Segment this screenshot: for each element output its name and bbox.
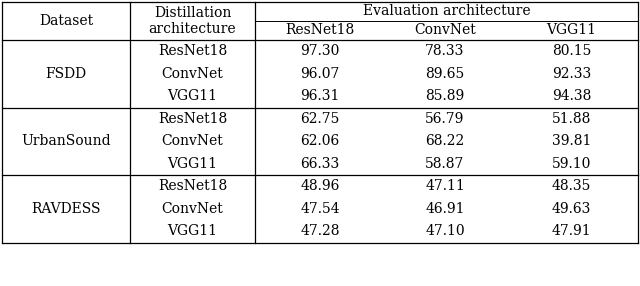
Text: VGG11: VGG11 (168, 224, 218, 238)
Text: 39.81: 39.81 (552, 134, 591, 148)
Text: ConvNet: ConvNet (162, 202, 223, 216)
Text: 96.07: 96.07 (300, 67, 340, 81)
Text: RAVDESS: RAVDESS (31, 202, 100, 216)
Text: 96.31: 96.31 (300, 89, 340, 103)
Text: 78.33: 78.33 (426, 44, 465, 58)
Text: 89.65: 89.65 (426, 67, 465, 81)
Text: 56.79: 56.79 (426, 112, 465, 126)
Text: 59.10: 59.10 (552, 157, 591, 171)
Text: ConvNet: ConvNet (162, 134, 223, 148)
Text: VGG11: VGG11 (547, 23, 596, 37)
Text: 80.15: 80.15 (552, 44, 591, 58)
Text: 46.91: 46.91 (425, 202, 465, 216)
Text: 58.87: 58.87 (426, 157, 465, 171)
Text: FSDD: FSDD (45, 67, 86, 81)
Text: 85.89: 85.89 (426, 89, 465, 103)
Text: 47.11: 47.11 (425, 179, 465, 193)
Text: UrbanSound: UrbanSound (21, 134, 111, 148)
Text: ResNet18: ResNet18 (158, 112, 227, 126)
Text: 49.63: 49.63 (552, 202, 591, 216)
Text: 48.96: 48.96 (300, 179, 340, 193)
Text: ConvNet: ConvNet (162, 67, 223, 81)
Text: 48.35: 48.35 (552, 179, 591, 193)
Text: ResNet18: ResNet18 (158, 44, 227, 58)
Text: ResNet18: ResNet18 (285, 23, 355, 37)
Text: VGG11: VGG11 (168, 89, 218, 103)
Text: 62.75: 62.75 (300, 112, 340, 126)
Text: Evaluation architecture: Evaluation architecture (363, 5, 531, 19)
Text: 94.38: 94.38 (552, 89, 591, 103)
Text: 47.28: 47.28 (300, 224, 340, 238)
Text: Distillation
architecture: Distillation architecture (148, 6, 236, 36)
Text: 97.30: 97.30 (300, 44, 340, 58)
Text: 51.88: 51.88 (552, 112, 591, 126)
Text: 47.54: 47.54 (300, 202, 340, 216)
Text: 62.06: 62.06 (300, 134, 340, 148)
Text: ResNet18: ResNet18 (158, 179, 227, 193)
Text: 68.22: 68.22 (426, 134, 465, 148)
Text: VGG11: VGG11 (168, 157, 218, 171)
Text: ConvNet: ConvNet (414, 23, 476, 37)
Text: 47.10: 47.10 (425, 224, 465, 238)
Text: 47.91: 47.91 (552, 224, 591, 238)
Text: 92.33: 92.33 (552, 67, 591, 81)
Text: 66.33: 66.33 (300, 157, 340, 171)
Text: Dataset: Dataset (39, 14, 93, 28)
